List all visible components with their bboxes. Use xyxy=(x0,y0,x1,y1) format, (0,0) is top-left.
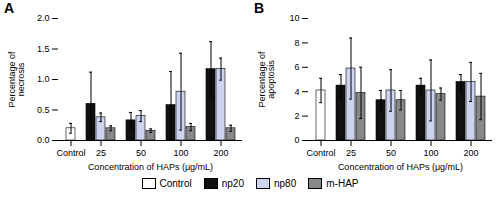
svg-text:50: 50 xyxy=(386,148,396,158)
html-text:B: B xyxy=(254,0,265,16)
svg-text:0.5: 0.5 xyxy=(37,105,50,115)
html-text:m-HAP: m-HAP xyxy=(326,177,359,189)
svg-text:25: 25 xyxy=(346,148,356,158)
svg-text:Control: Control xyxy=(56,148,85,158)
svg-text:1.5: 1.5 xyxy=(37,44,50,54)
svg-text:Percentage ofnecrosis: Percentage ofnecrosis xyxy=(7,51,26,108)
svg-text:2: 2 xyxy=(294,111,299,121)
svg-text:Control: Control xyxy=(306,148,335,158)
svg-text:50: 50 xyxy=(136,148,146,158)
svg-text:10: 10 xyxy=(289,13,299,23)
html-text:np20: np20 xyxy=(221,177,244,189)
svg-text:0: 0 xyxy=(294,135,299,145)
svg-text:200: 200 xyxy=(213,148,228,158)
svg-text:8: 8 xyxy=(294,38,299,48)
svg-text:100: 100 xyxy=(173,148,188,158)
svg-text:100: 100 xyxy=(423,148,438,158)
svg-text:Concentration of HAPs (μg/mL): Concentration of HAPs (μg/mL) xyxy=(88,162,213,172)
svg-text:200: 200 xyxy=(463,148,478,158)
html-text:np80: np80 xyxy=(274,177,297,189)
svg-text:6: 6 xyxy=(294,62,299,72)
svg-text:2.0: 2.0 xyxy=(37,13,50,23)
svg-text:Percentage ofapoptosis: Percentage ofapoptosis xyxy=(257,51,276,108)
svg-text:4: 4 xyxy=(294,87,299,97)
svg-text:0.0: 0.0 xyxy=(37,135,50,145)
svg-text:1.0: 1.0 xyxy=(37,74,50,84)
html-text:Control: Control xyxy=(159,177,192,189)
svg-text:Concentration of HAPs (μg/mL): Concentration of HAPs (μg/mL) xyxy=(338,162,463,172)
html-text:A: A xyxy=(4,0,15,16)
svg-text:25: 25 xyxy=(96,148,106,158)
